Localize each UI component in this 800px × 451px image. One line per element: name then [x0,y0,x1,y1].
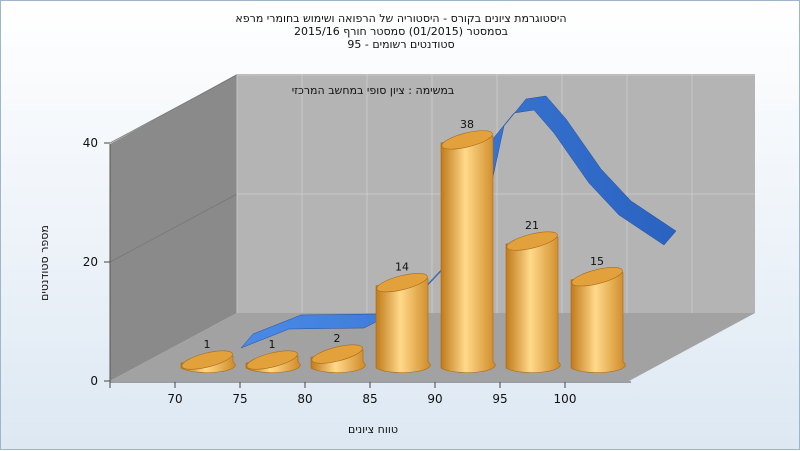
bar [245,350,301,373]
bar-data-label: 1 [204,338,211,351]
x-tick-label: 80 [297,392,312,406]
bar-data-label: 38 [460,118,474,131]
chart-title-line-2: בסמסטר (01/2015) סמסטר חורף 2015/16 [294,25,508,38]
y-axis-label: מספר סטודנטים [38,225,51,301]
x-tick-label: 70 [167,392,182,406]
bar-top [311,344,363,364]
bar [440,130,496,373]
x-axis-label: טווח ציונים [348,423,398,436]
chart-back-wall [237,74,755,313]
chart-side-wall [110,74,237,381]
bar-top [506,231,558,251]
chart-title-line-3: סטודנטים רשומים - 95 [347,38,455,51]
bar-data-label: 1 [269,338,276,351]
chart-title-line-1: היסטוגרמת ציונים בקורס - היסטוריה של הרפ… [235,12,567,25]
bar [505,231,561,373]
x-tick-label: 100 [554,392,577,406]
bar [570,267,626,373]
bar [310,344,366,373]
x-tick-label: 75 [232,392,247,406]
bar [180,350,236,373]
bar-body [570,272,626,373]
bar-top [181,350,233,370]
bar-data-label: 15 [590,255,604,268]
y-tick-label: 0 [90,374,98,388]
bar-body [375,278,431,373]
y-tick-label: 40 [83,136,98,150]
bar-data-label: 2 [334,332,341,345]
chart-subtitle: במשימה : ציון סופי במחשב המרכזי [292,84,455,97]
x-tick-label: 95 [492,392,507,406]
bar-body [505,236,561,373]
bar-top [441,130,493,150]
chart-gridlines [109,74,755,313]
bar-top [376,273,428,293]
grid-line [109,193,238,263]
bar-body [440,135,496,373]
bar-data-label: 14 [395,261,409,274]
bar [375,273,431,373]
x-tick-label: 90 [427,392,442,406]
y-tick-label: 20 [83,255,98,269]
bar-top [571,267,623,287]
bar-top [246,350,298,370]
grid-line [109,74,238,144]
x-tick-label: 85 [362,392,377,406]
bar-data-label: 21 [525,219,539,232]
